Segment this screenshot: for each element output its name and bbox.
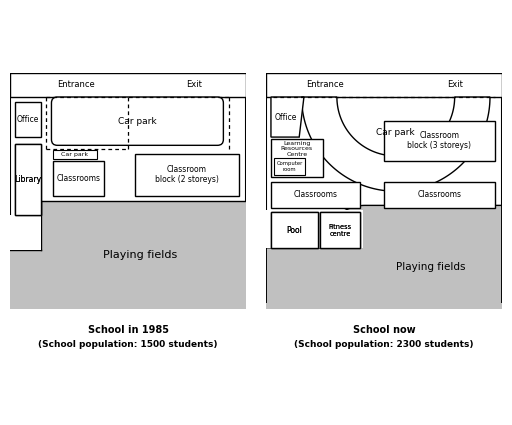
Bar [266, 303, 502, 309]
Text: Classroom
block (2 storeys): Classroom block (2 storeys) [155, 165, 219, 184]
Text: Office: Office [275, 113, 297, 122]
Bar [135, 153, 239, 196]
Text: Library: Library [14, 175, 41, 184]
Bar [53, 161, 104, 196]
Bar [384, 121, 495, 161]
Bar [15, 102, 41, 137]
Bar [10, 250, 41, 309]
Bar [274, 158, 305, 175]
Text: Learning
Resources
Centre: Learning Resources Centre [281, 141, 313, 157]
Bar [271, 182, 360, 208]
Text: (School population: 1500 students): (School population: 1500 students) [38, 340, 218, 348]
Text: Car park: Car park [118, 117, 157, 126]
Text: Entrance: Entrance [57, 79, 95, 88]
Bar [10, 74, 246, 97]
Text: Playing fields: Playing fields [102, 250, 177, 260]
Bar [271, 212, 318, 248]
Polygon shape [41, 201, 246, 309]
Bar [384, 182, 495, 208]
Text: Car park: Car park [61, 152, 89, 157]
Text: Classroom
block (3 storeys): Classroom block (3 storeys) [408, 131, 472, 150]
Text: Library: Library [14, 175, 41, 184]
Bar [15, 144, 41, 215]
Text: Pool: Pool [287, 226, 303, 235]
Polygon shape [302, 97, 490, 191]
Bar [266, 210, 363, 248]
FancyBboxPatch shape [52, 97, 223, 145]
Text: Office: Office [17, 115, 39, 124]
Text: School in 1985: School in 1985 [88, 326, 168, 335]
Text: Playing fields: Playing fields [396, 262, 466, 272]
Polygon shape [266, 205, 502, 309]
Text: Classrooms: Classrooms [56, 174, 100, 183]
Bar [266, 74, 502, 97]
Text: Fitness
centre: Fitness centre [329, 224, 352, 237]
Text: Pool: Pool [287, 226, 303, 235]
Text: School now: School now [353, 326, 415, 335]
Bar [321, 212, 360, 248]
Bar [15, 144, 41, 215]
Text: Entrance: Entrance [306, 79, 344, 88]
Bar [53, 150, 97, 159]
Text: Fitness
centre: Fitness centre [329, 224, 352, 237]
Bar [321, 212, 360, 248]
Text: Classrooms: Classrooms [294, 190, 338, 199]
Bar [271, 212, 318, 248]
Text: Car park: Car park [376, 128, 415, 137]
Text: (School population: 2300 students): (School population: 2300 students) [294, 340, 474, 348]
Text: Exit: Exit [446, 79, 463, 88]
Text: Computer
room: Computer room [276, 161, 303, 172]
Bar [10, 215, 41, 250]
Bar [271, 139, 323, 177]
Text: Classrooms: Classrooms [417, 190, 461, 199]
Polygon shape [271, 97, 304, 137]
Text: Exit: Exit [186, 79, 202, 88]
